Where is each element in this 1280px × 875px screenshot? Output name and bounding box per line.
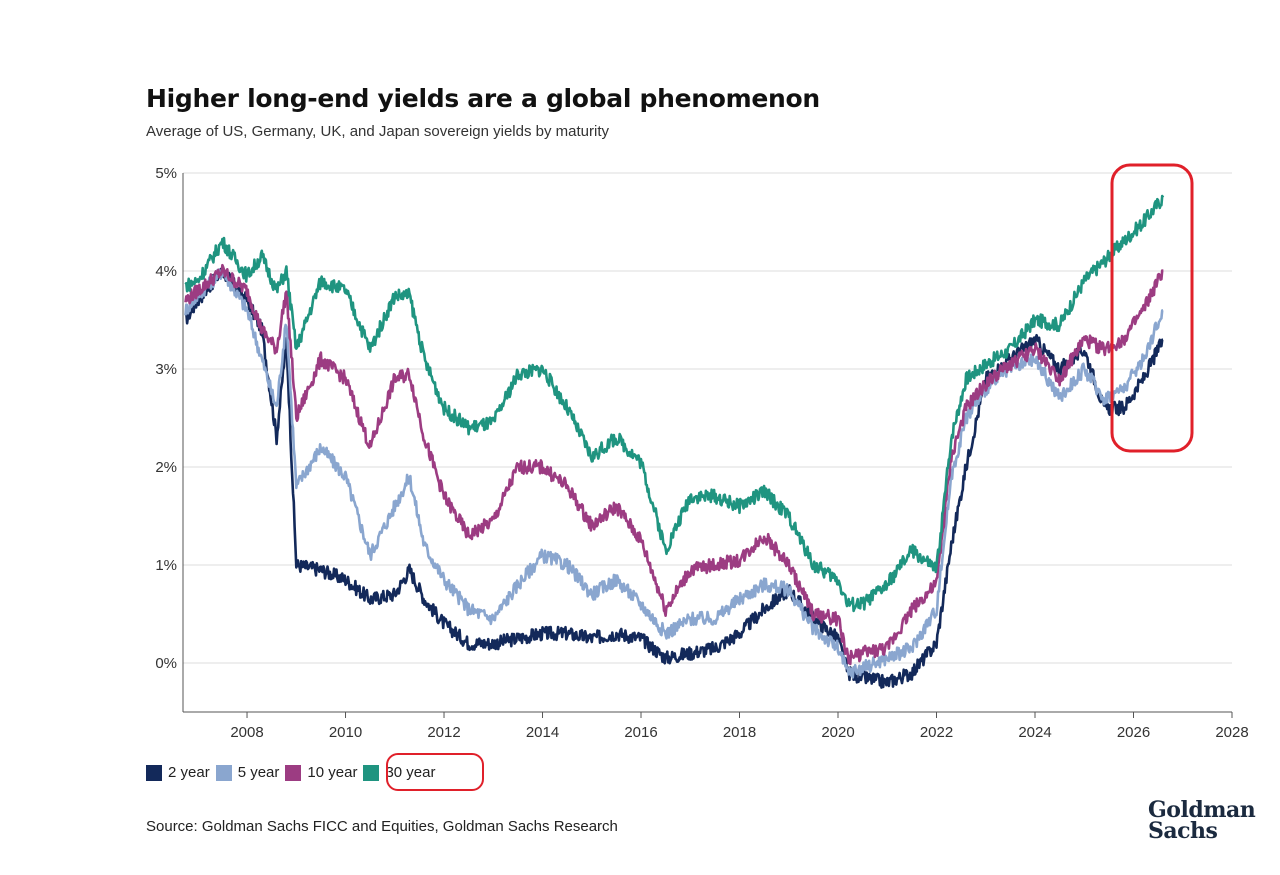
legend-item: 2 year <box>146 764 210 781</box>
legend-label: 30 year <box>385 764 436 781</box>
source-note: Source: Goldman Sachs FICC and Equities,… <box>146 818 618 835</box>
legend: 2 year 5 year 10 year 30 year <box>146 764 442 781</box>
x-tick-label: 2028 <box>1215 724 1248 741</box>
series-line-10-year <box>184 263 1164 666</box>
legend-item: 10 year <box>285 764 357 781</box>
legend-30-year-highlight <box>386 753 484 791</box>
y-tick-label: 1% <box>155 557 177 574</box>
legend-label: 5 year <box>237 764 280 781</box>
legend-swatch <box>215 764 232 781</box>
legend-swatch <box>146 764 162 781</box>
x-tick-label: 2012 <box>427 724 460 741</box>
legend-label: 10 year <box>307 764 358 781</box>
x-tick-label: 2020 <box>821 724 854 741</box>
x-tick-label: 2022 <box>920 724 953 741</box>
logo-line-1: Goldman <box>1148 797 1256 823</box>
y-tick-label: 4% <box>155 263 177 280</box>
x-tick-label: 2018 <box>723 724 756 741</box>
x-tick-label: 2014 <box>526 724 559 741</box>
x-tick-label: 2016 <box>624 724 657 741</box>
y-tick-label: 3% <box>155 361 177 378</box>
y-tick-label: 0% <box>155 655 177 672</box>
y-tick-label: 2% <box>155 459 177 476</box>
chart-subtitle: Average of US, Germany, UK, and Japan so… <box>146 123 610 140</box>
axes: 0% 1% 2% 3% 4% 5% 2008 2010 2012 2014 2016 2018 2020… <box>155 165 1248 741</box>
goldman-sachs-logo: Goldman Sachs <box>1148 797 1256 844</box>
legend-swatch <box>285 764 302 781</box>
x-tick-label: 2008 <box>230 724 263 741</box>
legend-label: 2 year <box>168 764 210 781</box>
chart-title: Higher long-end yields are a global phen… <box>146 84 820 113</box>
logo-line-2: Sachs <box>1148 818 1218 844</box>
x-tick-label: 2010 <box>329 724 362 741</box>
legend-item: 30 year <box>363 764 436 781</box>
gridlines <box>183 172 1232 664</box>
legend-swatch <box>363 764 380 781</box>
legend-item: 5 year <box>215 764 280 781</box>
y-tick-label: 5% <box>155 165 177 182</box>
end-of-series-highlight <box>1110 163 1194 453</box>
x-tick-label: 2024 <box>1018 724 1051 741</box>
x-tick-label: 2026 <box>1117 724 1150 741</box>
series-line-5-year <box>184 268 1164 679</box>
series-lines <box>184 194 1165 689</box>
series-line-30-year <box>184 194 1165 613</box>
